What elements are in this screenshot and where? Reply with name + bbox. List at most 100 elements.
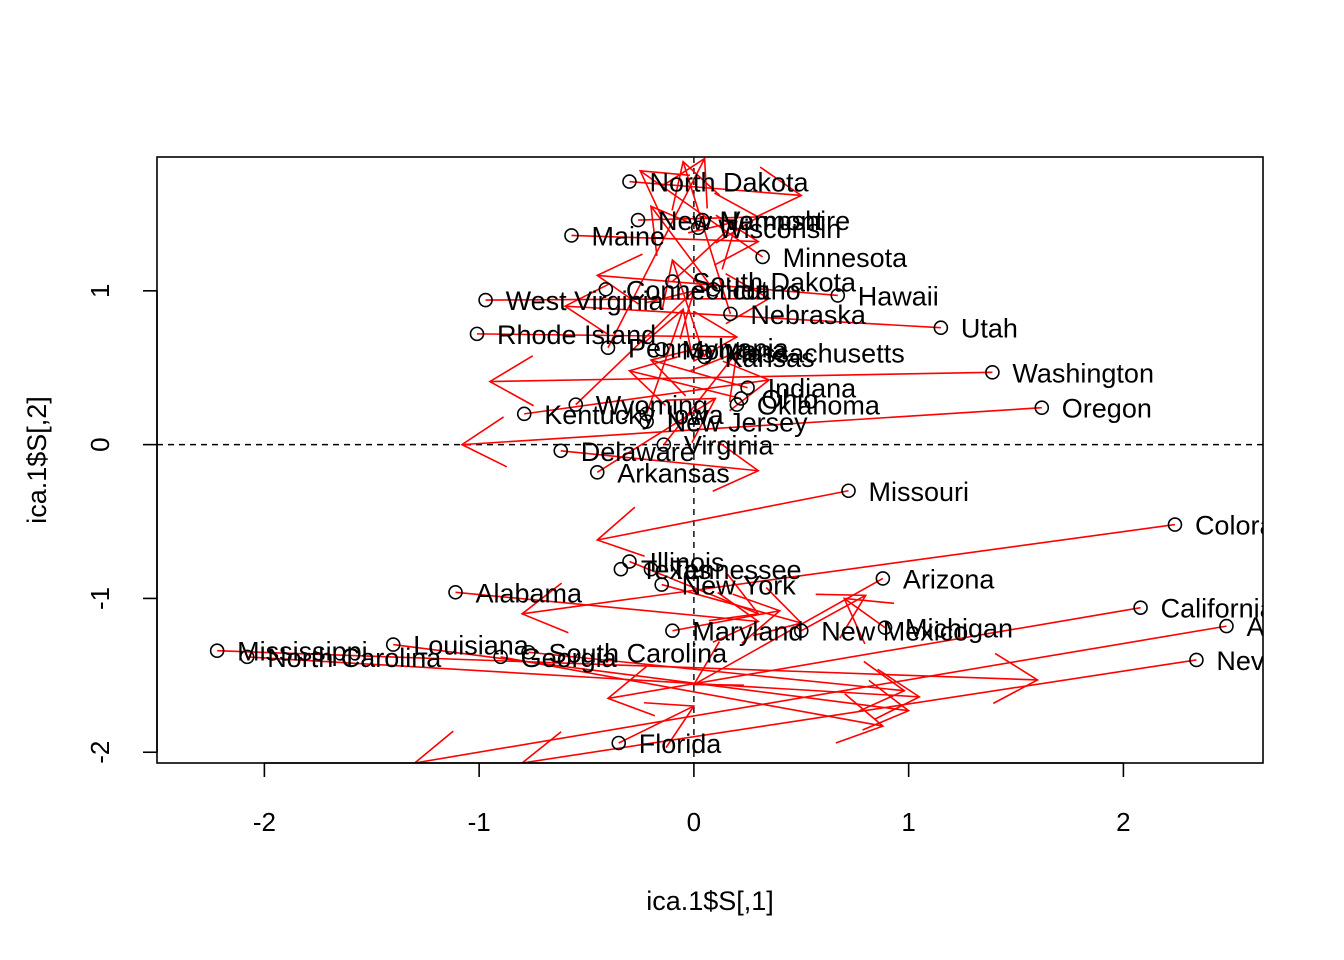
point-label: Illinois xyxy=(649,548,724,578)
point-label: Rhode Island xyxy=(497,320,656,350)
arrow-head xyxy=(692,310,739,363)
point-label: Minnesota xyxy=(783,243,909,273)
arrow xyxy=(649,204,714,290)
point-label: Oregon xyxy=(1062,394,1152,424)
data-point xyxy=(705,281,721,297)
data-point xyxy=(613,561,629,577)
arrow xyxy=(671,160,732,315)
data-point xyxy=(639,414,654,429)
x-tick-label: 1 xyxy=(901,807,915,837)
arrow-head xyxy=(638,169,691,217)
arrow-head xyxy=(520,731,562,763)
arrow-shaft xyxy=(455,591,759,623)
data-point xyxy=(755,249,770,265)
arrow-shaft xyxy=(247,656,920,698)
point-label: Montana xyxy=(682,335,788,365)
data-point xyxy=(564,228,579,243)
data-point xyxy=(654,577,669,592)
data-point xyxy=(740,380,755,396)
arrow-head xyxy=(563,282,611,335)
arrow-head xyxy=(708,573,760,622)
point-label: Colorado xyxy=(1195,511,1305,541)
arrow xyxy=(800,593,868,639)
point-label: Delaware xyxy=(581,437,695,467)
point-label: Idaho xyxy=(733,275,801,305)
y-tick-label: 1 xyxy=(85,284,115,298)
arrow-layer xyxy=(217,157,1227,763)
data-point xyxy=(695,212,710,228)
arrow-shaft xyxy=(645,309,684,415)
arrow-head xyxy=(842,597,895,645)
arrow xyxy=(661,583,803,637)
arrow-head xyxy=(606,665,656,717)
data-point xyxy=(665,274,680,289)
arrow-shaft xyxy=(521,659,1197,763)
arrow-head xyxy=(413,730,454,763)
arrow xyxy=(842,597,895,645)
arrow-head xyxy=(732,593,782,644)
data-point xyxy=(875,571,891,586)
data-point xyxy=(877,620,893,635)
arrow-head xyxy=(692,641,744,686)
arrow-head xyxy=(858,660,906,712)
arrow-shaft xyxy=(596,397,716,473)
arrow-head xyxy=(815,593,868,639)
data-point xyxy=(553,443,569,459)
arrow-head xyxy=(661,258,711,310)
arrow-shaft xyxy=(500,656,884,727)
point-layer xyxy=(209,174,1234,751)
arrow-head xyxy=(671,160,721,211)
y-tick-label: -2 xyxy=(85,741,115,764)
arrow-shaft xyxy=(217,649,1038,681)
point-label: Massachusetts xyxy=(725,338,905,368)
point-label: New Mexico xyxy=(821,617,968,647)
data-point xyxy=(521,644,536,660)
arrow-head xyxy=(460,416,508,468)
point-label: Louisiana xyxy=(413,631,530,661)
data-point xyxy=(469,326,485,342)
arrow-head xyxy=(643,701,696,749)
point-label: Alaska xyxy=(1246,612,1328,642)
arrow-shaft xyxy=(607,158,706,349)
point-label: Tennessee xyxy=(671,555,802,585)
arrow xyxy=(560,440,760,493)
data-point xyxy=(1034,400,1050,416)
point-label: Wisconsin xyxy=(718,214,841,244)
point-label: Arizona xyxy=(903,564,996,594)
point-label: North Carolina xyxy=(267,643,442,673)
arrow xyxy=(485,273,771,325)
arrow xyxy=(247,656,921,720)
data-point xyxy=(665,623,680,639)
arrow-head xyxy=(862,679,911,731)
point-label: Texas xyxy=(641,555,712,585)
data-point xyxy=(239,649,255,665)
data-point xyxy=(793,623,809,639)
arrow-shaft xyxy=(485,297,770,301)
point-label: South Dakota xyxy=(692,268,857,298)
data-point xyxy=(841,483,856,499)
arrow-shaft xyxy=(629,370,742,400)
arrow xyxy=(393,643,911,731)
arrow-shaft xyxy=(521,523,1176,615)
data-point xyxy=(209,643,225,659)
data-point xyxy=(639,406,654,422)
data-point xyxy=(656,437,672,452)
point-label: Missouri xyxy=(869,477,970,507)
arrow-shaft xyxy=(650,359,748,389)
arrow xyxy=(520,523,1176,634)
arrow xyxy=(488,355,993,407)
arrow-shaft xyxy=(597,489,849,541)
data-point xyxy=(568,397,584,412)
arrow-shaft xyxy=(672,609,780,632)
arrow-head xyxy=(649,204,698,256)
label-layer: North Dakota New HampshireVermontWisconsi… xyxy=(237,168,1328,759)
arrow-shaft xyxy=(638,216,759,221)
point-label: Nebraska xyxy=(750,300,867,330)
arrow-shaft xyxy=(800,594,867,632)
point-label: Georgia xyxy=(521,643,618,673)
point-label: Arkansas xyxy=(617,458,730,488)
x-tick-label: -2 xyxy=(253,807,276,837)
point-label: West Virginia xyxy=(506,286,665,316)
arrow-shaft xyxy=(575,290,695,406)
x-tick-label: 2 xyxy=(1116,807,1130,837)
